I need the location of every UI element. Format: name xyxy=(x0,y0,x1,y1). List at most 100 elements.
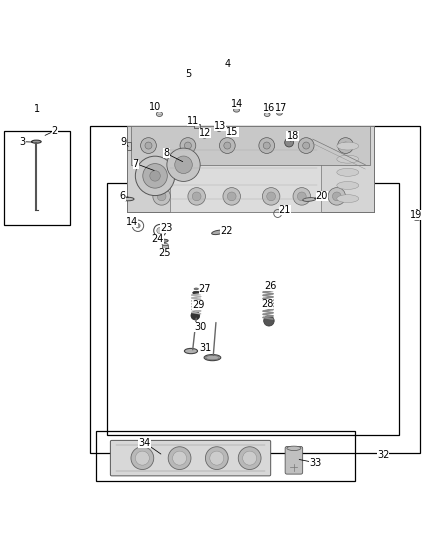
Circle shape xyxy=(243,451,257,465)
Bar xyxy=(96,431,355,481)
Circle shape xyxy=(173,451,187,465)
FancyBboxPatch shape xyxy=(110,440,271,476)
Circle shape xyxy=(227,192,236,201)
Circle shape xyxy=(223,188,240,205)
Text: 28: 28 xyxy=(261,298,273,309)
Text: 24: 24 xyxy=(152,235,164,244)
Circle shape xyxy=(143,164,167,188)
Circle shape xyxy=(192,192,201,201)
Circle shape xyxy=(285,138,293,147)
Ellipse shape xyxy=(337,195,359,203)
Ellipse shape xyxy=(162,244,168,246)
Circle shape xyxy=(141,138,156,154)
Ellipse shape xyxy=(184,349,198,354)
Text: 22: 22 xyxy=(220,225,232,236)
Circle shape xyxy=(259,138,275,154)
Ellipse shape xyxy=(233,108,240,112)
Circle shape xyxy=(167,148,200,181)
Circle shape xyxy=(157,228,163,233)
Circle shape xyxy=(135,451,149,465)
Ellipse shape xyxy=(265,288,272,291)
Circle shape xyxy=(205,447,228,470)
Bar xyxy=(321,126,374,212)
Text: 6: 6 xyxy=(120,191,126,201)
Circle shape xyxy=(332,192,341,201)
Ellipse shape xyxy=(277,111,282,115)
Circle shape xyxy=(210,451,224,465)
Text: 7: 7 xyxy=(133,159,139,168)
Bar xyxy=(162,245,168,253)
Text: 16: 16 xyxy=(263,103,275,113)
Text: 21: 21 xyxy=(279,205,291,215)
Ellipse shape xyxy=(156,112,162,117)
Text: 4: 4 xyxy=(225,59,231,69)
Ellipse shape xyxy=(303,198,316,201)
Text: 31: 31 xyxy=(200,343,212,352)
FancyBboxPatch shape xyxy=(285,447,303,474)
Ellipse shape xyxy=(337,168,359,176)
Ellipse shape xyxy=(337,155,359,163)
Circle shape xyxy=(298,138,314,154)
Text: 30: 30 xyxy=(194,322,207,332)
Text: 14: 14 xyxy=(231,99,243,109)
Text: 10: 10 xyxy=(149,102,162,111)
Text: 17: 17 xyxy=(275,103,287,113)
Circle shape xyxy=(293,188,311,205)
Ellipse shape xyxy=(202,135,207,138)
Text: 15: 15 xyxy=(226,127,239,136)
Text: 11: 11 xyxy=(187,116,199,126)
Text: 5: 5 xyxy=(185,69,191,79)
Bar xyxy=(127,126,170,212)
Text: 25: 25 xyxy=(158,248,170,259)
Ellipse shape xyxy=(194,288,198,290)
Text: 32: 32 xyxy=(377,450,389,460)
Ellipse shape xyxy=(122,197,134,201)
Circle shape xyxy=(131,447,154,470)
Circle shape xyxy=(264,316,274,326)
Ellipse shape xyxy=(287,446,301,450)
Circle shape xyxy=(297,192,306,201)
Ellipse shape xyxy=(337,142,359,150)
Circle shape xyxy=(303,142,310,149)
Circle shape xyxy=(175,156,192,174)
Ellipse shape xyxy=(156,239,168,243)
Circle shape xyxy=(238,447,261,470)
Bar xyxy=(194,124,200,128)
Circle shape xyxy=(224,142,231,149)
Circle shape xyxy=(135,156,175,196)
Circle shape xyxy=(145,142,152,149)
Text: 12: 12 xyxy=(199,128,211,138)
Text: 9: 9 xyxy=(120,136,127,147)
Text: 14: 14 xyxy=(126,217,138,227)
Ellipse shape xyxy=(230,134,237,136)
Circle shape xyxy=(342,142,349,149)
Ellipse shape xyxy=(193,291,200,294)
Circle shape xyxy=(168,447,191,470)
Ellipse shape xyxy=(32,140,41,143)
Text: 29: 29 xyxy=(192,300,205,310)
Ellipse shape xyxy=(212,230,225,235)
Circle shape xyxy=(191,311,200,320)
Circle shape xyxy=(157,192,166,201)
Text: 34: 34 xyxy=(138,438,151,448)
Ellipse shape xyxy=(414,218,420,221)
Circle shape xyxy=(153,188,170,205)
Text: 20: 20 xyxy=(316,191,328,201)
Bar xyxy=(90,126,420,453)
Circle shape xyxy=(338,138,353,154)
Circle shape xyxy=(150,171,160,181)
Circle shape xyxy=(267,192,276,201)
Text: 33: 33 xyxy=(309,458,321,468)
Bar xyxy=(131,126,370,165)
Text: 19: 19 xyxy=(410,210,422,220)
Circle shape xyxy=(219,138,235,154)
Circle shape xyxy=(180,138,196,154)
Circle shape xyxy=(184,142,191,149)
Text: 18: 18 xyxy=(286,131,299,141)
Text: 8: 8 xyxy=(163,149,170,158)
Circle shape xyxy=(263,142,270,149)
Text: 2: 2 xyxy=(52,126,58,136)
Ellipse shape xyxy=(337,182,359,189)
Text: 26: 26 xyxy=(265,281,277,291)
Circle shape xyxy=(328,188,346,205)
